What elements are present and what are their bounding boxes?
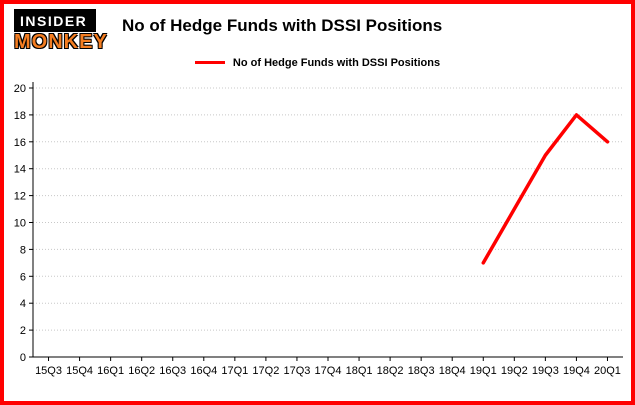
y-tick-label: 2 [20, 325, 26, 337]
x-tick-label: 19Q4 [563, 365, 590, 377]
x-tick-label: 20Q1 [594, 365, 621, 377]
x-tick-label: 16Q3 [159, 365, 186, 377]
x-tick-label: 17Q4 [315, 365, 342, 377]
line-chart: 0 2 4 6 8 10 12 14 16 18 20 15Q3 15Q4 16Q1 16Q2 16Q3 16Q… [14, 82, 623, 377]
legend-line-swatch [194, 61, 225, 65]
chart-title: No of Hedge Funds with DSSI Positions [122, 16, 443, 35]
y-tick-label: 10 [14, 218, 26, 230]
x-tick-label: 15Q3 [35, 365, 62, 377]
x-tick-label: 17Q1 [221, 365, 248, 377]
chart-legend: No of Hedge Funds with DSSI Positions [4, 54, 631, 72]
x-tick-label: 15Q4 [66, 365, 93, 377]
legend-label: No of Hedge Funds with DSSI Positions [232, 56, 441, 69]
x-tick-label: 16Q1 [97, 365, 124, 377]
logo-insider-text: INSIDER [14, 9, 97, 32]
y-tick-label: 16 [14, 137, 26, 149]
insider-monkey-logo: INSIDER MONKEY [14, 9, 114, 52]
y-tick-label: 4 [20, 298, 26, 310]
x-tick-label: 16Q2 [128, 365, 155, 377]
y-tick-label: 6 [20, 271, 26, 283]
x-tick-label: 19Q2 [501, 365, 528, 377]
logo-monkey-text: MONKEY [14, 31, 108, 53]
x-tick-label: 19Q1 [470, 365, 497, 377]
x-tick-label: 16Q4 [190, 365, 217, 377]
x-tick-label: 19Q3 [532, 365, 559, 377]
x-tick-label: 17Q2 [252, 365, 279, 377]
y-tick-label: 18 [14, 110, 26, 122]
y-tick-label: 8 [20, 244, 26, 256]
y-tick-label: 12 [14, 191, 26, 203]
x-tick-label: 18Q2 [377, 365, 404, 377]
x-tick-label: 18Q1 [346, 365, 373, 377]
y-tick-label: 14 [14, 164, 26, 176]
y-tick-label: 0 [20, 352, 26, 364]
x-tick-label: 17Q3 [283, 365, 310, 377]
series-line [481, 113, 610, 265]
y-tick-label: 20 [14, 83, 26, 95]
x-tick-label: 18Q3 [408, 365, 435, 377]
x-tick-label: 18Q4 [439, 365, 466, 377]
